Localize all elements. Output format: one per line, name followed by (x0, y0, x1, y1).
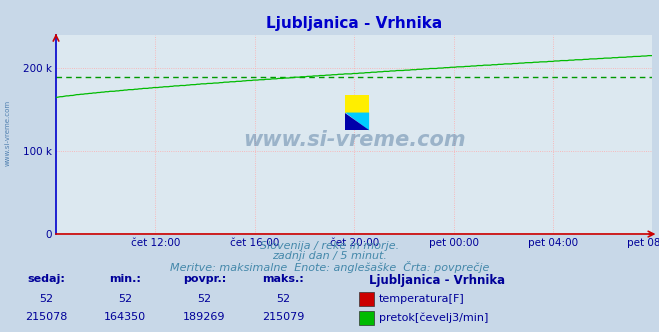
Text: Ljubljanica - Vrhnika: Ljubljanica - Vrhnika (369, 274, 505, 287)
Polygon shape (345, 113, 369, 130)
Title: Ljubljanica - Vrhnika: Ljubljanica - Vrhnika (266, 16, 442, 31)
Text: 215079: 215079 (262, 312, 304, 322)
Text: zadnji dan / 5 minut.: zadnji dan / 5 minut. (272, 251, 387, 261)
Text: 189269: 189269 (183, 312, 225, 322)
Text: 215078: 215078 (25, 312, 67, 322)
Text: sedaj:: sedaj: (27, 274, 65, 284)
Text: 164350: 164350 (104, 312, 146, 322)
Text: temperatura[F]: temperatura[F] (379, 294, 465, 304)
Text: Meritve: maksimalne  Enote: anglešaške  Črta: povprečje: Meritve: maksimalne Enote: anglešaške Čr… (170, 261, 489, 273)
Text: 52: 52 (276, 294, 291, 304)
Text: min.:: min.: (109, 274, 141, 284)
Text: povpr.:: povpr.: (183, 274, 226, 284)
Polygon shape (345, 113, 369, 130)
Text: www.si-vreme.com: www.si-vreme.com (243, 130, 465, 150)
Text: Slovenija / reke in morje.: Slovenija / reke in morje. (260, 241, 399, 251)
Text: 52: 52 (39, 294, 53, 304)
Text: 52: 52 (197, 294, 212, 304)
Text: www.si-vreme.com: www.si-vreme.com (5, 100, 11, 166)
Text: maks.:: maks.: (262, 274, 304, 284)
Bar (345, 95, 369, 113)
Text: pretok[čevelj3/min]: pretok[čevelj3/min] (379, 312, 488, 323)
Text: 52: 52 (118, 294, 132, 304)
